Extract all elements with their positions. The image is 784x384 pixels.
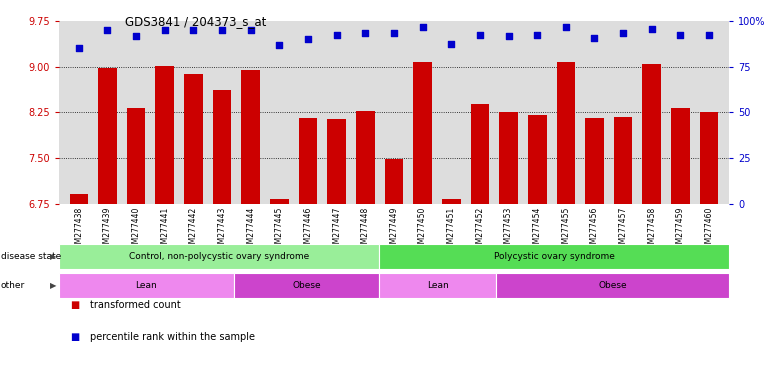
Point	[388, 30, 401, 36]
Bar	[155, 66, 174, 204]
Point	[101, 27, 114, 33]
Point	[503, 33, 515, 40]
Bar	[379, 244, 729, 269]
Bar	[642, 64, 661, 204]
Text: disease state: disease state	[1, 252, 61, 261]
Bar	[413, 63, 432, 204]
Point	[216, 27, 228, 33]
Bar	[212, 90, 231, 204]
Point	[73, 45, 85, 51]
Text: Lean: Lean	[136, 281, 157, 290]
Bar	[671, 108, 690, 204]
Point	[474, 32, 486, 38]
Point	[187, 27, 200, 33]
Bar	[356, 111, 375, 204]
Point	[130, 33, 143, 40]
Point	[273, 42, 285, 48]
Point	[645, 26, 658, 32]
Bar	[585, 118, 604, 204]
Bar	[470, 104, 489, 204]
Bar	[496, 273, 729, 298]
Text: Polycystic ovary syndrome: Polycystic ovary syndrome	[494, 252, 615, 261]
Bar	[270, 199, 289, 204]
Point	[588, 35, 601, 41]
Bar	[557, 62, 575, 204]
Text: percentile rank within the sample: percentile rank within the sample	[90, 332, 255, 342]
Point	[702, 32, 715, 38]
Bar	[234, 273, 379, 298]
Point	[245, 27, 257, 33]
Point	[302, 36, 314, 43]
Point	[531, 32, 543, 38]
Bar	[59, 273, 234, 298]
Text: Control, non-polycystic ovary syndrome: Control, non-polycystic ovary syndrome	[129, 252, 309, 261]
Bar	[59, 244, 379, 269]
Bar	[499, 113, 518, 204]
Text: transformed count: transformed count	[90, 300, 181, 310]
Bar	[442, 199, 460, 204]
Bar	[70, 194, 88, 204]
Text: ▶: ▶	[50, 281, 56, 290]
Bar	[98, 68, 117, 204]
Point	[359, 30, 372, 36]
Bar	[700, 113, 718, 204]
Text: ■: ■	[71, 300, 80, 310]
Bar	[127, 108, 146, 204]
Text: ▶: ▶	[50, 252, 56, 261]
Bar	[241, 70, 260, 204]
Bar	[528, 115, 546, 204]
Point	[560, 24, 572, 30]
Bar	[328, 119, 346, 204]
Point	[416, 24, 429, 30]
Point	[445, 41, 458, 47]
Text: GDS3841 / 204373_s_at: GDS3841 / 204373_s_at	[125, 15, 267, 28]
Text: ■: ■	[71, 332, 80, 342]
Point	[617, 30, 630, 36]
Text: Obese: Obese	[292, 281, 321, 290]
Text: other: other	[1, 281, 25, 290]
Point	[330, 32, 343, 38]
Text: Obese: Obese	[598, 281, 627, 290]
Point	[158, 27, 171, 33]
Bar	[379, 273, 496, 298]
Bar	[385, 159, 403, 204]
Text: Lean: Lean	[426, 281, 448, 290]
Bar	[614, 117, 633, 204]
Bar	[299, 118, 318, 204]
Point	[674, 32, 687, 38]
Bar	[184, 74, 203, 204]
